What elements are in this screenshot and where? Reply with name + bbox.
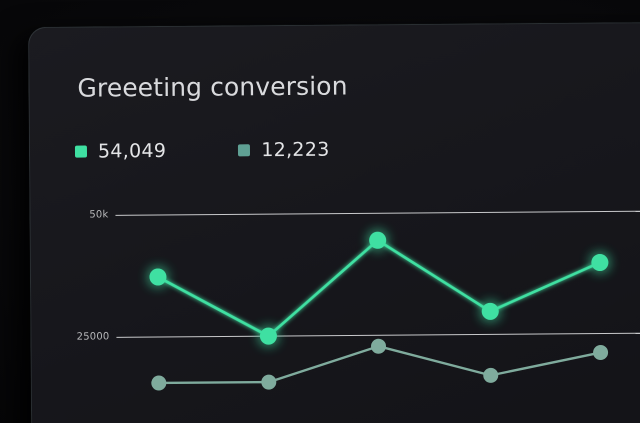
data-point[interactable] [483, 367, 499, 383]
data-point[interactable] [151, 375, 167, 391]
data-point[interactable] [149, 268, 167, 286]
data-point[interactable] [481, 302, 499, 320]
y-axis-tick-0: 50k [89, 209, 109, 221]
data-point[interactable] [261, 374, 277, 390]
gridline [115, 210, 640, 216]
chart-card-wrapper: Greeeting conversion 54,049 12,223 [28, 21, 640, 423]
data-point[interactable] [593, 345, 609, 361]
series-secondary-group [151, 338, 609, 391]
line-chart-plot [115, 210, 640, 391]
data-point[interactable] [259, 327, 277, 345]
data-point[interactable] [371, 338, 387, 354]
data-point[interactable] [369, 231, 387, 249]
y-axis-tick-1: 25000 [76, 331, 110, 343]
chart-card: Greeeting conversion 54,049 12,223 [28, 21, 640, 423]
gridline [116, 332, 640, 338]
gridlines [115, 210, 640, 338]
series-line [156, 238, 602, 338]
data-point[interactable] [591, 254, 609, 272]
series-primary-group [149, 231, 609, 345]
